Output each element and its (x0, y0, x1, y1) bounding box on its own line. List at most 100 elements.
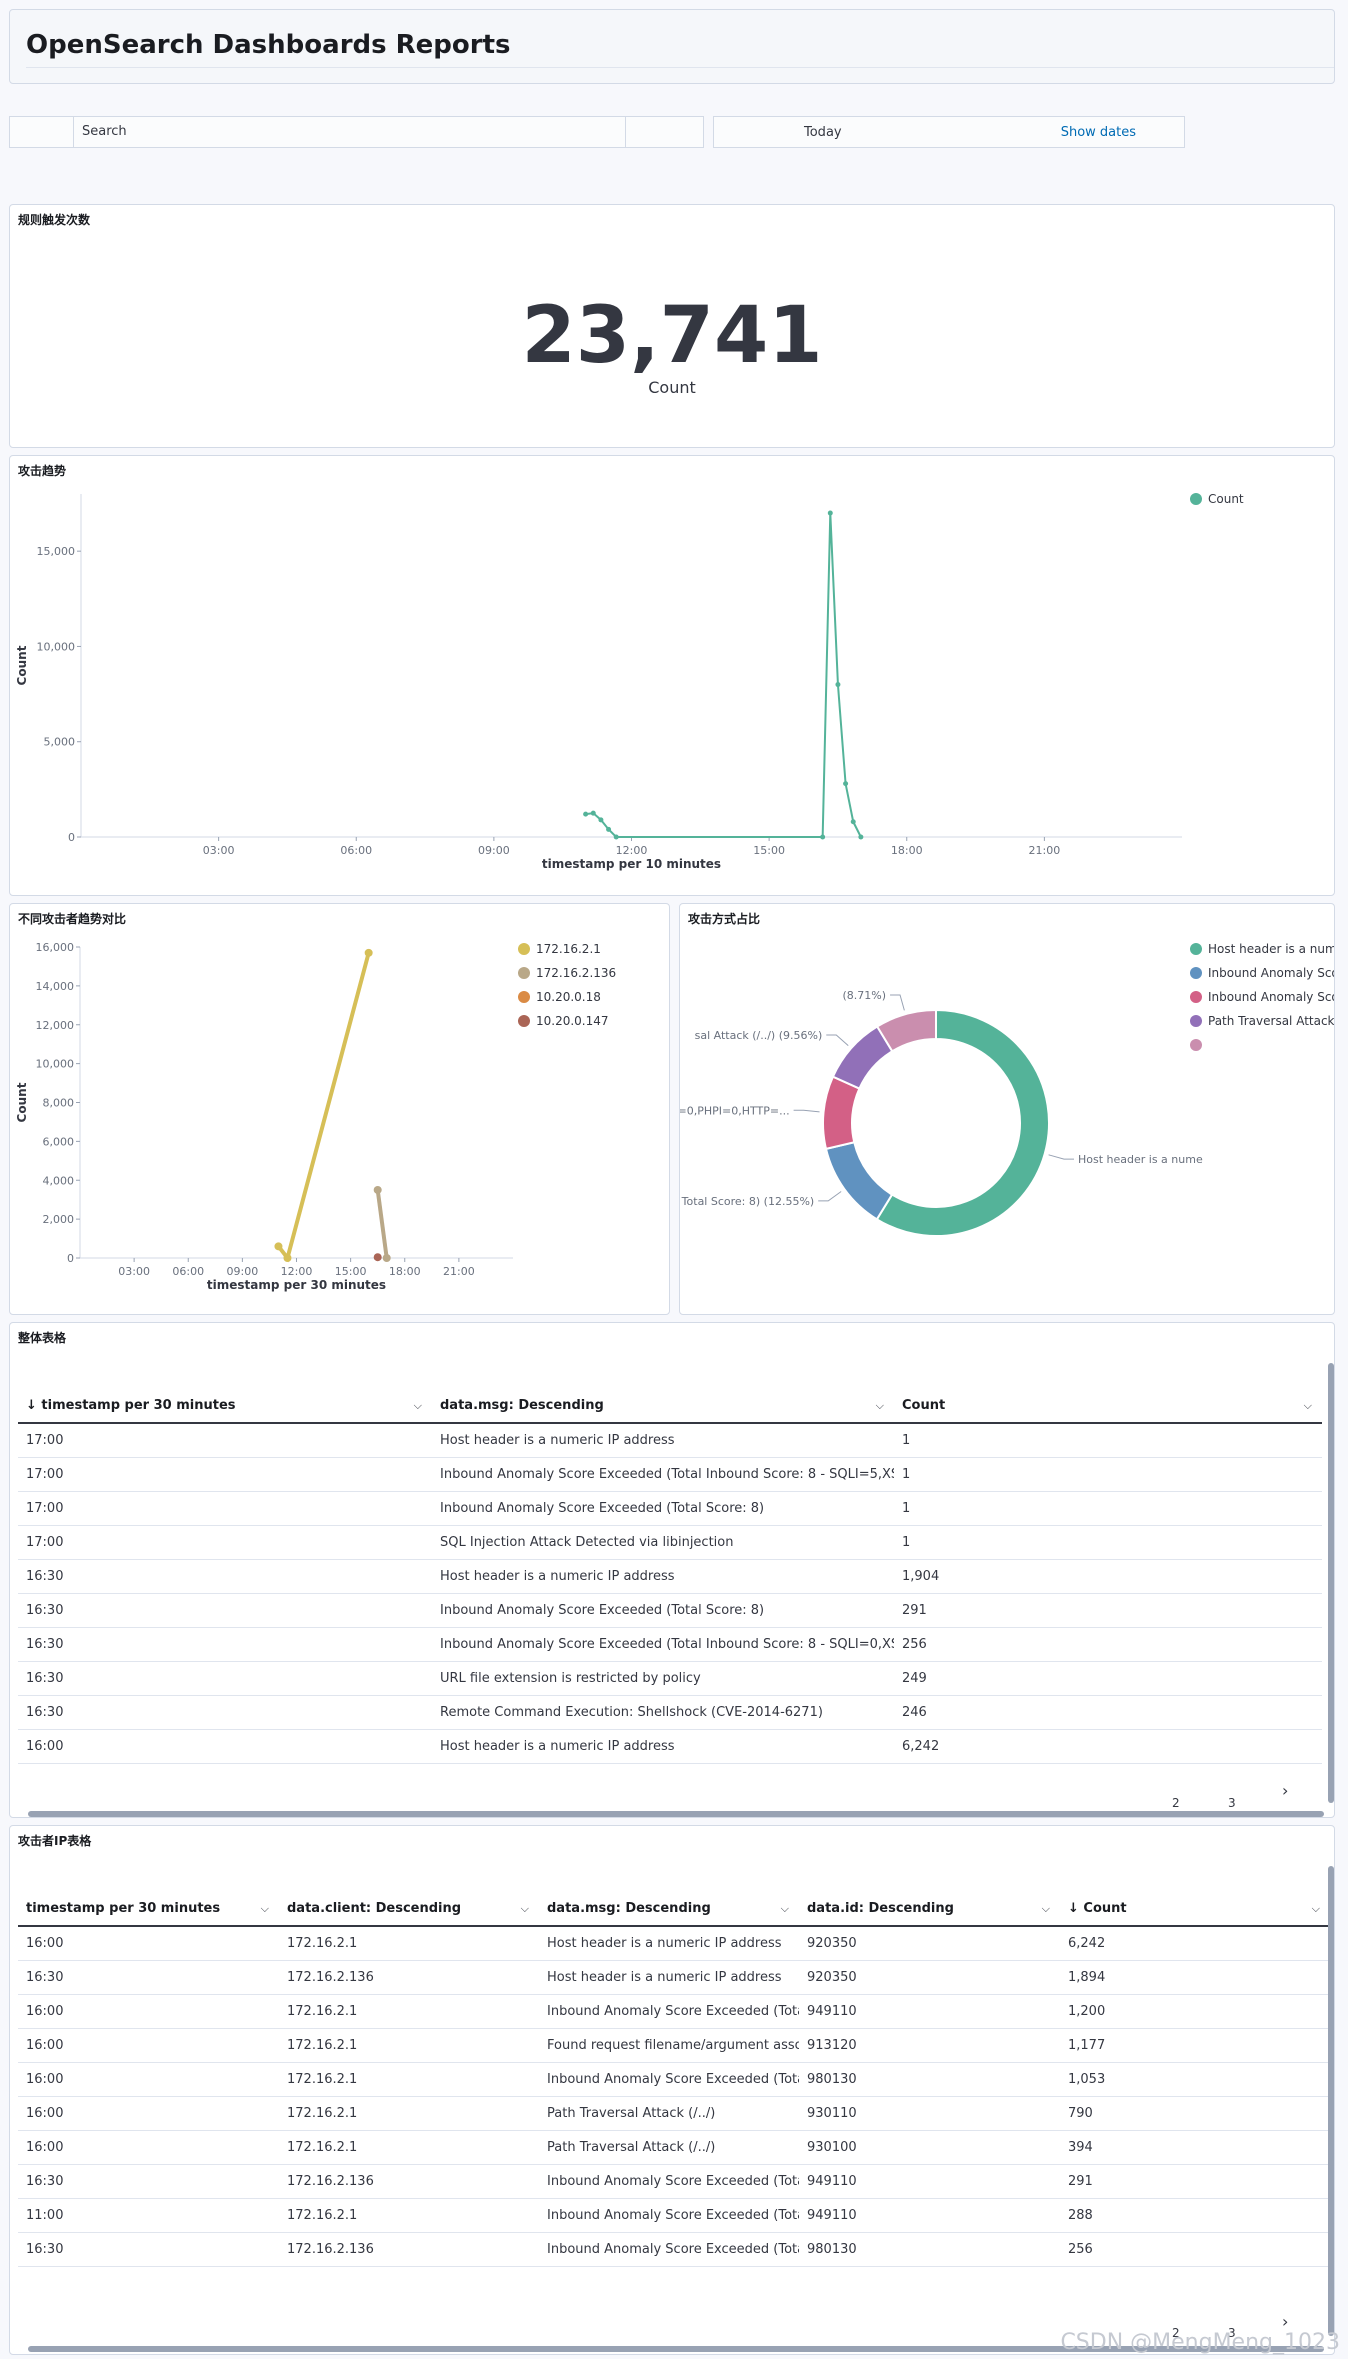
x-tick-label: 21:00 (443, 1265, 475, 1278)
y-tick-label: 10,000 (37, 640, 76, 653)
table-row: 16:00 172.16.2.1 Path Traversal Attack (/.… (18, 2096, 1330, 2131)
vertical-scrollbar[interactable] (1328, 1866, 1334, 2336)
column-header-msg[interactable]: data.msg: Descending ⌵ (539, 1892, 799, 1927)
data-point (835, 682, 841, 688)
chevron-down-icon[interactable]: ⌵ (260, 1902, 269, 1915)
header-divider (26, 67, 1334, 68)
x-tick-label: 15:00 (753, 844, 785, 857)
pager-page-2[interactable]: 2 (1172, 2326, 1180, 2340)
chevron-down-icon[interactable]: ⌵ (780, 1902, 789, 1915)
attacker-trend-panel: 不同攻击者趋势对比 0 2,000 4,000 6,000 8,000 10,000 12,… (9, 903, 670, 1315)
data-point (364, 948, 373, 957)
x-axis-label: timestamp per 30 minutes (207, 1278, 386, 1292)
column-header-count[interactable]: Count ⌵ (894, 1389, 1322, 1424)
column-header-count[interactable]: ↓ Count ⌵ (1060, 1892, 1330, 1927)
table-row: 16:30 Remote Command Execution: Shellshoc… (18, 1695, 1322, 1730)
legend-item: Inbound Anomaly Score (1208, 966, 1335, 980)
legend-marker (1190, 991, 1202, 1003)
x-tick-label: 12:00 (281, 1265, 313, 1278)
callout-line (826, 1034, 849, 1046)
chevron-down-icon[interactable]: ⌵ (1041, 1902, 1050, 1915)
watermark: CSDN @MengMeng_1023 (1060, 2330, 1340, 2355)
attacker-trend-chart: 0 2,000 4,000 6,000 8,000 10,000 12,000 14,000 1… (15, 941, 616, 1292)
legend-marker (1190, 943, 1202, 955)
column-header-id[interactable]: data.id: Descending ⌵ (799, 1892, 1060, 1927)
column-header-timestamp[interactable]: ↓ timestamp per 30 minutes ⌵ (18, 1389, 432, 1424)
chevron-down-icon[interactable]: ⌵ (413, 1399, 422, 1412)
pager-page-2[interactable]: 2 (1172, 1796, 1180, 1810)
x-tick-label: 03:00 (118, 1265, 150, 1278)
y-tick-label: 6,000 (43, 1135, 75, 1148)
table-row: 17:00 Inbound Anomaly Score Exceeded (Tot… (18, 1491, 1322, 1526)
vertical-scrollbar[interactable] (1328, 1363, 1334, 1803)
chevron-down-icon[interactable]: ⌵ (1311, 1902, 1320, 1915)
column-header-client[interactable]: data.client: Descending ⌵ (279, 1892, 539, 1927)
table-row: 11:00 172.16.2.1 Inbound Anomaly Score Exc… (18, 2198, 1330, 2233)
callout-label: Host header is a nume (1078, 1153, 1203, 1166)
chevron-down-icon[interactable]: ⌵ (520, 1902, 529, 1915)
table-header-row: timestamp per 30 minutes ⌵ data.client: D… (18, 1892, 1330, 1927)
pie-slice-5 (875, 1008, 937, 1053)
attack-trend-chart: 0 5,000 10,000 15,000 03:00 06:00 09:00 12:00 15… (15, 492, 1244, 871)
callout-label: sal Attack (/../) (9.56%) (695, 1029, 823, 1042)
x-tick-label: 18:00 (891, 844, 923, 857)
table-row: 17:00 SQL Injection Attack Detected via l… (18, 1525, 1322, 1560)
x-tick-label: 15:00 (335, 1265, 367, 1278)
table-row: 16:00 172.16.2.1 Inbound Anomaly Score Exc… (18, 1994, 1330, 2029)
legend-item: 10.20.0.18 (536, 990, 601, 1004)
x-tick-label: 18:00 (389, 1265, 421, 1278)
horizontal-scrollbar[interactable] (28, 1811, 1324, 1817)
callout-label: Total Score: 8) (12.55%) (681, 1195, 815, 1208)
table-row: 16:30 172.16.2.136 Inbound Anomaly Score E… (18, 2232, 1330, 2267)
data-point (274, 1242, 283, 1251)
series-line-1 (276, 952, 371, 1263)
date-range-label[interactable]: Today (804, 125, 842, 140)
legend-item: 172.16.2.136 (536, 966, 616, 980)
pager-next-icon[interactable]: › (1282, 2312, 1289, 2331)
search-bar[interactable]: Search (9, 116, 704, 148)
x-tick-label: 09:00 (227, 1265, 259, 1278)
metric-label: Count (648, 378, 696, 397)
table-row: 16:30 172.16.2.136 Inbound Anomaly Score E… (18, 2164, 1330, 2199)
data-point (858, 834, 864, 840)
search-options-button[interactable] (10, 117, 74, 147)
y-tick-label: 4,000 (43, 1174, 75, 1187)
ip-table-panel: 攻击者IP表格 timestamp per 30 minutes ⌵ data.c… (9, 1825, 1335, 2355)
sort-descending-icon: ↓ (26, 1398, 42, 1413)
horizontal-scrollbar[interactable] (28, 2346, 1324, 2352)
x-tick-label: 06:00 (340, 844, 372, 857)
y-tick-label: 12,000 (36, 1019, 75, 1032)
pager-page-3[interactable]: 3 (1228, 2326, 1236, 2340)
show-dates-link[interactable]: Show dates (1060, 125, 1136, 140)
search-input[interactable]: Search (82, 124, 127, 139)
series-line-2 (375, 1189, 389, 1259)
callout-line (1048, 1154, 1074, 1160)
x-tick-label: 21:00 (1029, 844, 1061, 857)
pager-page-3[interactable]: 3 (1228, 1796, 1236, 1810)
table-row: 16:00 172.16.2.1 Found request filename/ar… (18, 2028, 1330, 2063)
y-tick-label: 10,000 (36, 1058, 75, 1071)
series-line-1 (585, 513, 862, 838)
chevron-down-icon[interactable]: ⌵ (1303, 1399, 1312, 1412)
legend-item: 10.20.0.147 (536, 1014, 609, 1028)
column-header-timestamp[interactable]: timestamp per 30 minutes ⌵ (18, 1892, 279, 1927)
table-row: 17:00 Host header is a numeric IP address… (18, 1423, 1322, 1458)
overall-table: ↓ timestamp per 30 minutes ⌵ data.msg: De… (18, 1389, 1322, 1764)
x-tick-label: 09:00 (478, 844, 510, 857)
data-point (283, 1254, 292, 1262)
search-submit-button[interactable] (625, 117, 703, 147)
callout-line (890, 994, 905, 1011)
column-header-msg[interactable]: data.msg: Descending ⌵ (432, 1389, 894, 1424)
date-picker[interactable]: Today Show dates (713, 116, 1185, 148)
data-point (820, 834, 826, 840)
data-point (590, 810, 596, 816)
legend-marker (1190, 1039, 1202, 1051)
legend-marker (518, 943, 530, 955)
chevron-down-icon[interactable]: ⌵ (875, 1399, 884, 1412)
data-point (843, 781, 849, 787)
pager-next-icon[interactable]: › (1282, 1781, 1289, 1800)
y-tick-label: 16,000 (36, 941, 75, 954)
overall-table-panel: 整体表格 ↓ timestamp per 30 minutes ⌵ data.ms… (9, 1322, 1335, 1818)
metric-panel: 规则触发次数 23,741 Count (9, 204, 1335, 448)
x-tick-label: 06:00 (172, 1265, 204, 1278)
